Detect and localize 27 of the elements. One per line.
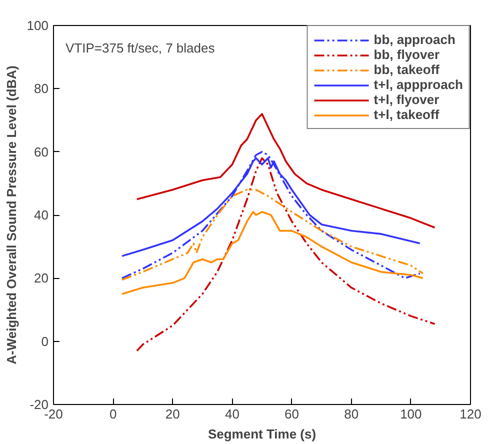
legend-label: bb, flyover bbox=[374, 47, 440, 62]
x-tick-label: 40 bbox=[224, 406, 240, 422]
y-tick-label: 0 bbox=[41, 334, 49, 349]
y-tick-label: 60 bbox=[34, 144, 49, 160]
annotation: VTIP=375 ft/sec, 7 blades bbox=[66, 40, 216, 56]
x-tick-label: 120 bbox=[460, 406, 482, 422]
legend-label: bb, approach bbox=[374, 32, 456, 47]
line-series bbox=[121, 188, 424, 281]
y-tick-label: 40 bbox=[34, 208, 49, 222]
line-series bbox=[121, 150, 421, 280]
y-tick-label: 80 bbox=[34, 81, 49, 96]
legend-label: t+l, flyover bbox=[374, 92, 440, 107]
y-tick-label: -20 bbox=[30, 397, 49, 412]
x-tick-label: 20 bbox=[165, 406, 180, 422]
x-tick-label: 80 bbox=[344, 406, 359, 422]
line-series bbox=[121, 210, 424, 295]
y-axis-title: A-Weighted Overall Sound Pressure Level (dBA) bbox=[4, 66, 19, 364]
x-tick-label: 100 bbox=[400, 406, 422, 422]
legend-label: bb, takeoff bbox=[374, 62, 440, 77]
y-tick-label: 20 bbox=[34, 270, 49, 286]
x-axis-title: Segment Time (s) bbox=[208, 426, 316, 442]
y-tick-label: 100 bbox=[26, 18, 49, 33]
legend-label: t+l, appproach bbox=[374, 77, 463, 92]
legend-label: t+l, takeoff bbox=[374, 107, 440, 122]
line-series bbox=[136, 157, 436, 352]
x-tick-label: 60 bbox=[284, 406, 300, 422]
x-tick-label: 0 bbox=[109, 406, 117, 422]
